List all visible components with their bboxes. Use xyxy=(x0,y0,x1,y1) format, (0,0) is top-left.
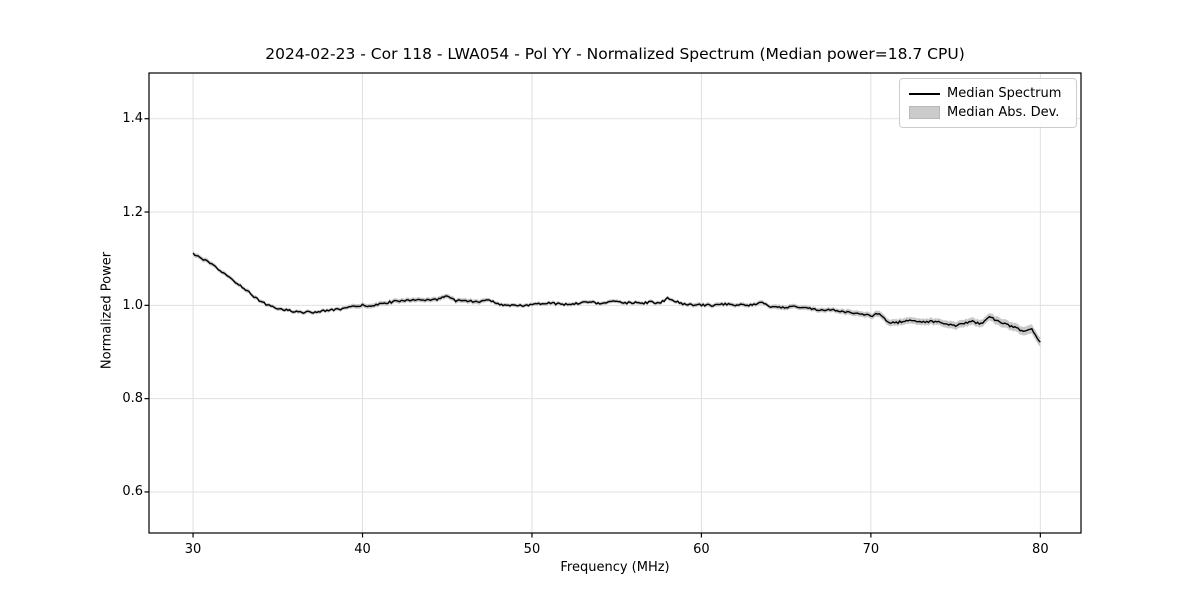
x-tick-label: 40 xyxy=(354,542,371,557)
legend-entry-median-abs-dev: Median Abs. Dev. xyxy=(909,103,1068,122)
mad-band xyxy=(193,250,1041,347)
legend-label: Median Spectrum xyxy=(947,86,1062,101)
x-tick-label: 80 xyxy=(1032,542,1049,557)
legend-label: Median Abs. Dev. xyxy=(947,105,1060,120)
x-axis-label: Frequency (MHz) xyxy=(560,560,670,575)
y-tick-label: 1.0 xyxy=(122,297,143,313)
axes-border xyxy=(148,72,1082,534)
chart-title: 2024-02-23 - Cor 118 - LWA054 - Pol YY -… xyxy=(265,45,965,63)
legend: Median Spectrum Median Abs. Dev. xyxy=(899,78,1077,128)
y-tick-label: 1.4 xyxy=(122,111,143,127)
x-tick-label: 50 xyxy=(523,542,541,557)
x-tick-label: 60 xyxy=(693,542,710,557)
y-tick-label: 1.2 xyxy=(122,204,143,220)
mad-band-patch-icon xyxy=(909,106,940,119)
y-tick-label: 0.6 xyxy=(122,484,143,500)
x-tick-label: 30 xyxy=(184,542,202,557)
median-spectrum-line xyxy=(192,252,1041,343)
y-tick-label: 0.8 xyxy=(122,391,143,407)
legend-entry-median-spectrum: Median Spectrum xyxy=(909,84,1068,103)
x-tick-label: 70 xyxy=(862,542,880,557)
median-spectrum-line-icon xyxy=(909,92,940,95)
